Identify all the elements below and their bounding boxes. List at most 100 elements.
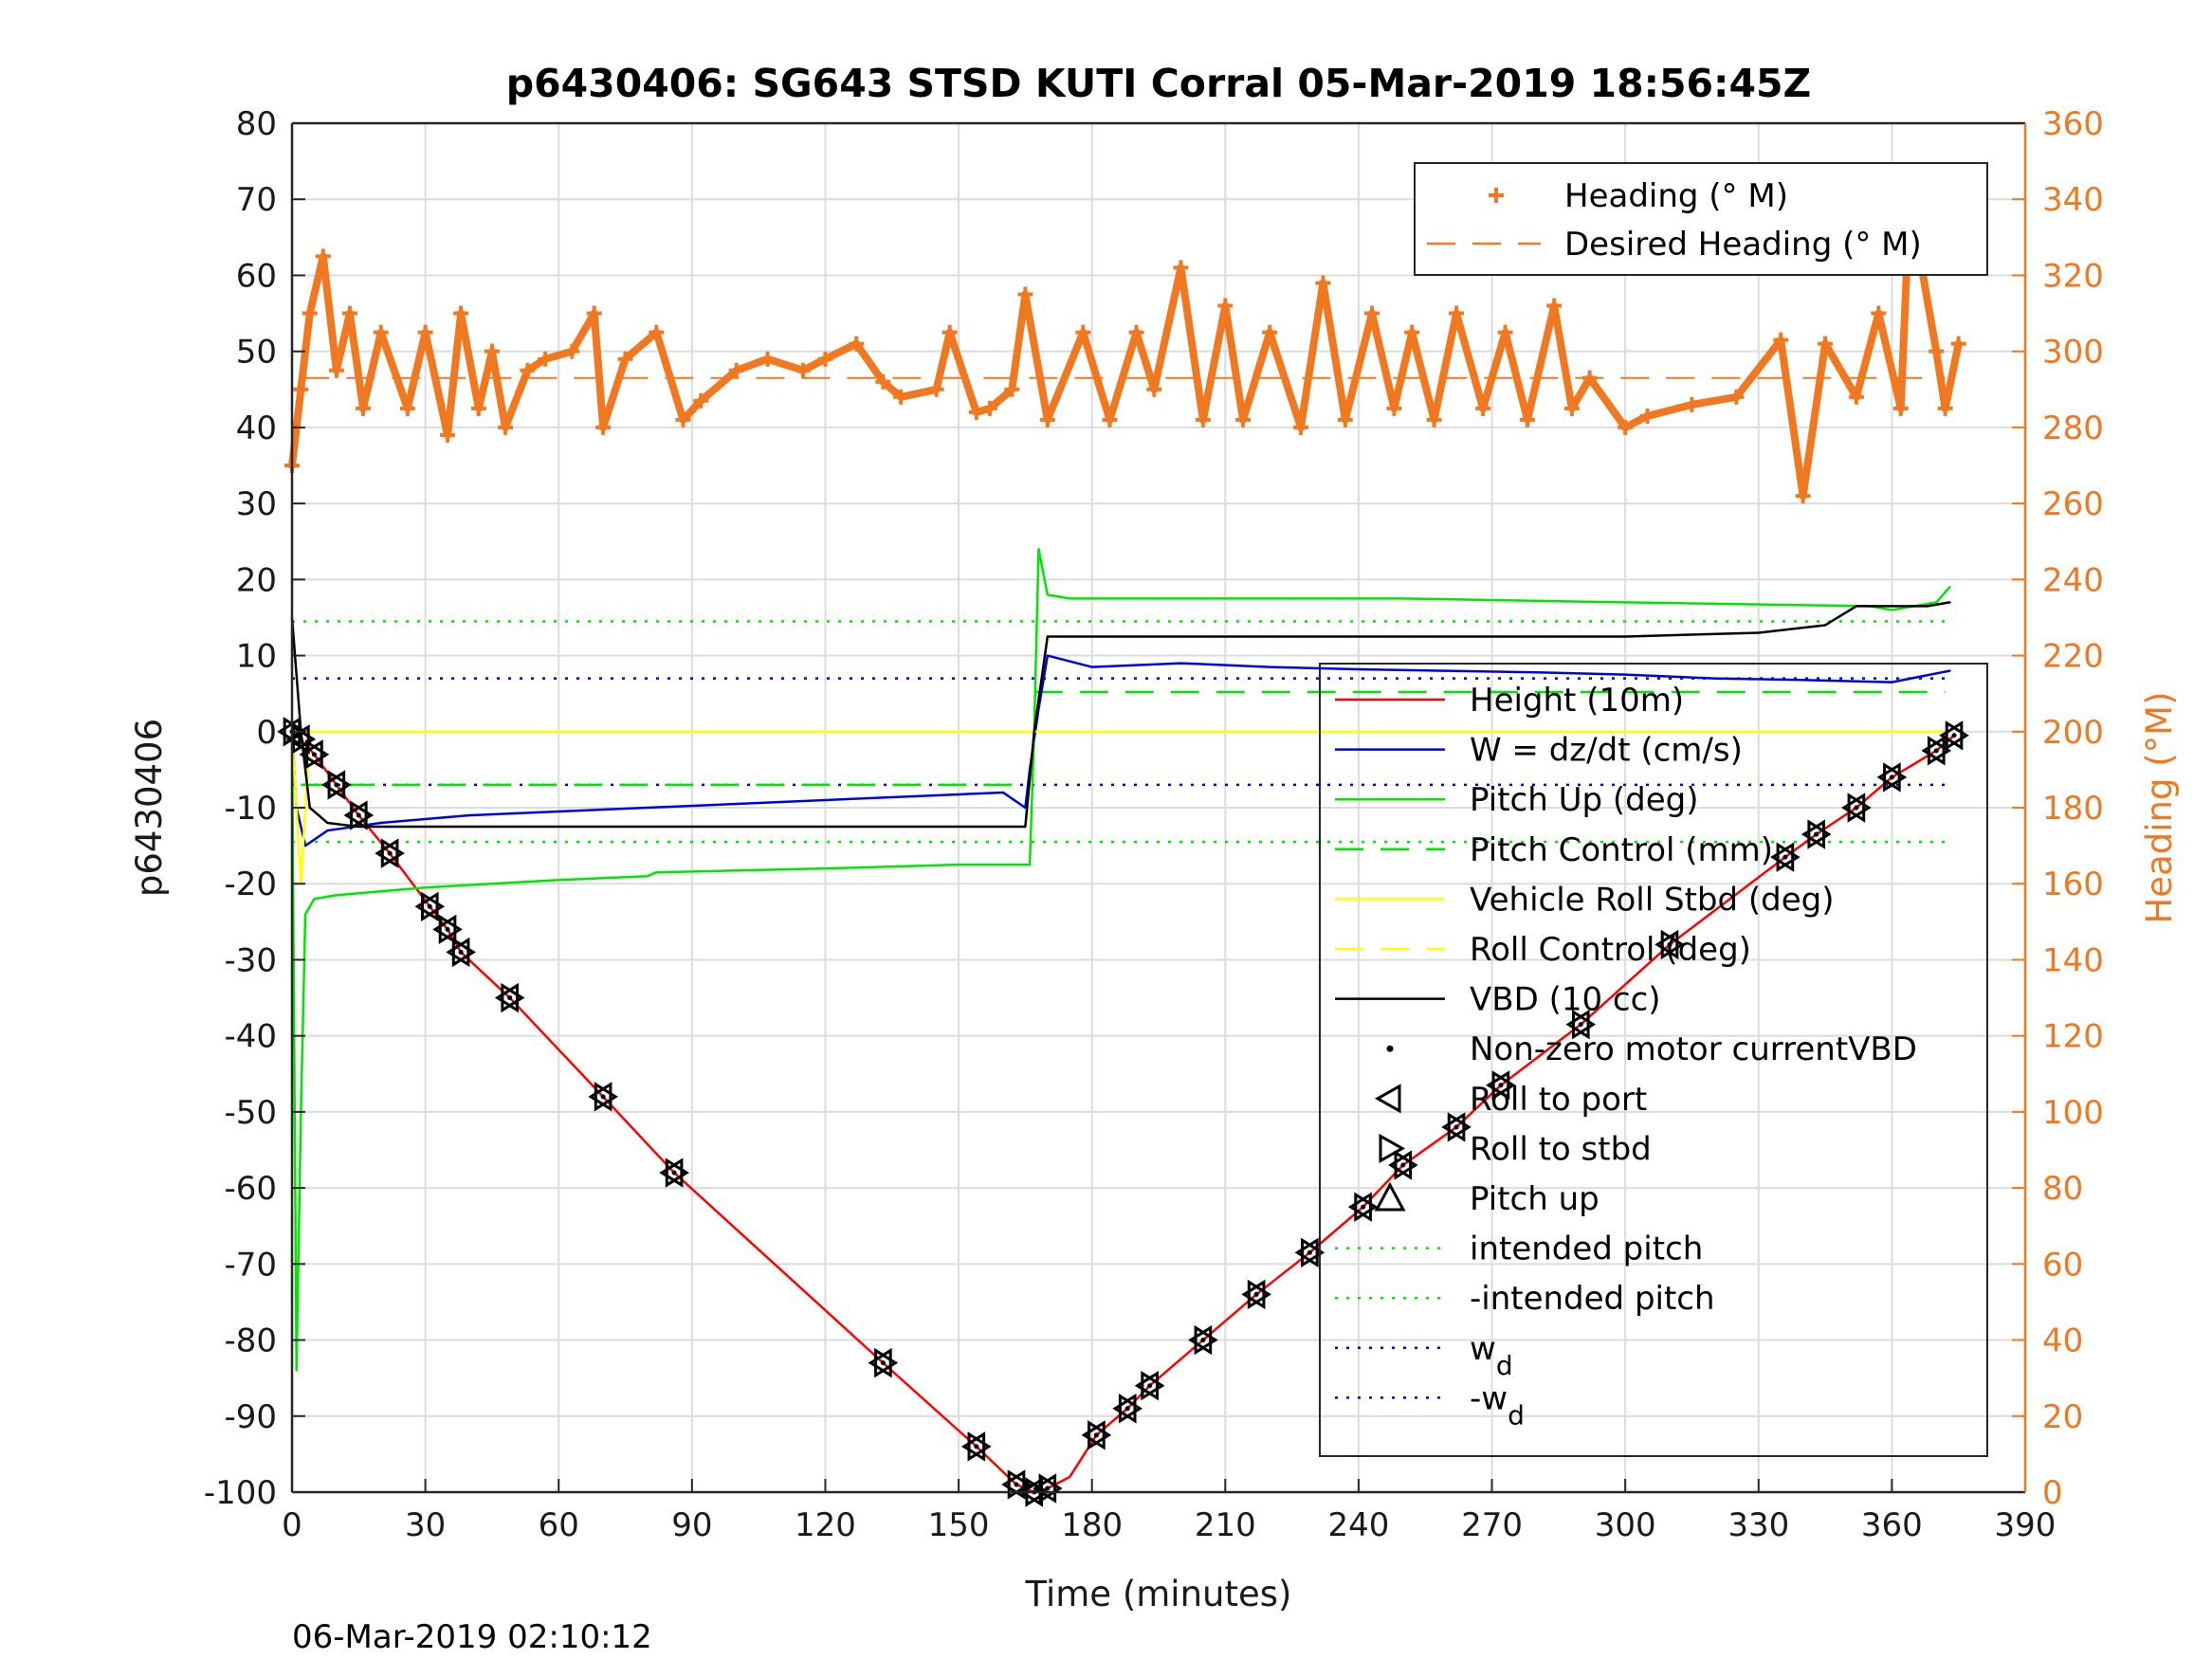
roll-port-marker xyxy=(1801,819,1825,849)
heading-point xyxy=(1404,324,1420,340)
heading-point xyxy=(1950,336,1966,352)
motor-current-dot xyxy=(1307,1249,1312,1255)
height-marker xyxy=(1654,929,1685,960)
roll-stbd-marker xyxy=(501,982,525,1013)
y2-tick-label: 20 xyxy=(2042,1398,2083,1436)
heading-point xyxy=(1795,488,1811,504)
heading-point xyxy=(1892,400,1909,416)
roll-stbd-marker xyxy=(451,937,476,968)
height-marker xyxy=(1565,1009,1597,1040)
roll-stbd-marker xyxy=(1927,736,1952,766)
roll-port-marker xyxy=(1565,1009,1590,1040)
roll-port-marker xyxy=(1921,736,1946,766)
roll-port-marker xyxy=(432,914,457,945)
height-marker xyxy=(868,1347,899,1378)
heading-point xyxy=(1497,324,1513,340)
motor-current-dot xyxy=(1782,854,1788,860)
motor-current-dot xyxy=(1147,1383,1153,1389)
motor-current-dot xyxy=(334,782,339,788)
legend-symbol-pitch-up xyxy=(1374,1181,1406,1212)
motor-current-dot xyxy=(298,737,303,742)
motor-current-dot xyxy=(1014,1482,1019,1487)
legend-symbol-roll-to-port xyxy=(1374,1084,1401,1114)
roll-stbd-marker xyxy=(292,724,317,755)
roll-port-marker xyxy=(285,724,310,755)
roll-port-marker xyxy=(1294,1237,1319,1268)
x-tick-label: 330 xyxy=(1728,1506,1789,1544)
roll-stbd-marker xyxy=(1141,1370,1165,1401)
roll-stbd-marker xyxy=(1088,1420,1112,1450)
motor-current-dot xyxy=(974,1444,979,1449)
y2-tick-label: 100 xyxy=(2042,1094,2104,1132)
roll-stbd-marker xyxy=(1194,1324,1218,1356)
y2-tick-label: 180 xyxy=(2042,790,2104,828)
legend-desired-heading-label: Desired Heading (° M) xyxy=(1564,226,1922,264)
heading-point xyxy=(302,305,318,321)
heading-point xyxy=(693,392,709,409)
heading-point xyxy=(649,324,665,340)
heading-point xyxy=(1684,396,1700,412)
heading-point xyxy=(586,305,602,321)
motor-current-dot xyxy=(1361,1204,1366,1210)
height-marker xyxy=(1081,1420,1112,1450)
height-marker xyxy=(414,891,446,921)
motor-current-dot xyxy=(1814,831,1819,837)
y-tick-label: 40 xyxy=(236,410,277,447)
heading-point xyxy=(1728,389,1745,405)
motor-current-dot xyxy=(1578,1022,1583,1028)
heading-point xyxy=(1581,370,1598,386)
motor-current-dot xyxy=(458,949,464,955)
roll-port-marker xyxy=(1001,1469,1026,1500)
y2-tick-label: 80 xyxy=(2042,1170,2083,1208)
x-tick-label: 270 xyxy=(1461,1506,1523,1544)
y2-tick-label: 220 xyxy=(2042,638,2104,676)
heading-point xyxy=(1004,381,1020,397)
heading-point xyxy=(373,324,389,340)
roll-port-marker xyxy=(321,770,346,800)
roll-port-marker xyxy=(343,800,368,830)
y-tick-label: 70 xyxy=(236,181,277,219)
heading-point xyxy=(1146,381,1162,397)
motor-current-dot xyxy=(1889,775,1894,780)
heading-point xyxy=(1639,408,1655,424)
plot-area xyxy=(277,191,1969,1507)
roll-port-marker xyxy=(1876,762,1901,793)
y2-tick-label: 120 xyxy=(2042,1018,2104,1056)
heading-point xyxy=(1773,332,1789,348)
heading-point xyxy=(1449,305,1465,321)
height-marker xyxy=(321,770,352,800)
legend-heading: Heading (° M) Desired Heading (° M) xyxy=(1414,162,1988,276)
x-tick-label: 390 xyxy=(1995,1506,2057,1544)
heading-point xyxy=(875,374,891,390)
height-marker xyxy=(1770,842,1801,872)
y-tick-label: 20 xyxy=(236,561,277,599)
roll-stbd-marker xyxy=(1847,793,1872,823)
y2-tick-label: 360 xyxy=(2042,105,2104,143)
heading-point xyxy=(497,419,513,435)
legend-heading-symbol xyxy=(1489,188,1504,203)
height-marker xyxy=(299,739,330,770)
heading-point xyxy=(759,351,776,367)
roll-stbd-marker xyxy=(1571,1009,1597,1040)
height-marker xyxy=(1001,1469,1032,1500)
heading-point xyxy=(1937,400,1953,416)
height-marker xyxy=(343,800,375,830)
legend-heading-label: Heading (° M) xyxy=(1564,177,1788,215)
height-marker xyxy=(432,914,463,945)
heading-point xyxy=(1475,400,1491,416)
legend-label-height-10m: Height (10m) xyxy=(1470,682,1684,720)
heading-point xyxy=(1546,298,1563,314)
y2-tick-label: 40 xyxy=(2042,1322,2083,1360)
x-tick-label: 150 xyxy=(928,1506,990,1544)
x-tick-label: 210 xyxy=(1195,1506,1256,1544)
heading-point xyxy=(1017,286,1033,302)
heading-point xyxy=(795,362,812,378)
roll-port-marker xyxy=(375,838,399,868)
legend-main-box xyxy=(1319,663,1988,1457)
y-tick-label: 10 xyxy=(236,638,277,676)
series-vbd-10-cc xyxy=(290,601,1951,829)
roll-stbd-marker xyxy=(305,739,330,770)
heading-point xyxy=(1217,298,1234,314)
heading-point xyxy=(355,400,371,416)
roll-port-marker xyxy=(1188,1324,1213,1356)
